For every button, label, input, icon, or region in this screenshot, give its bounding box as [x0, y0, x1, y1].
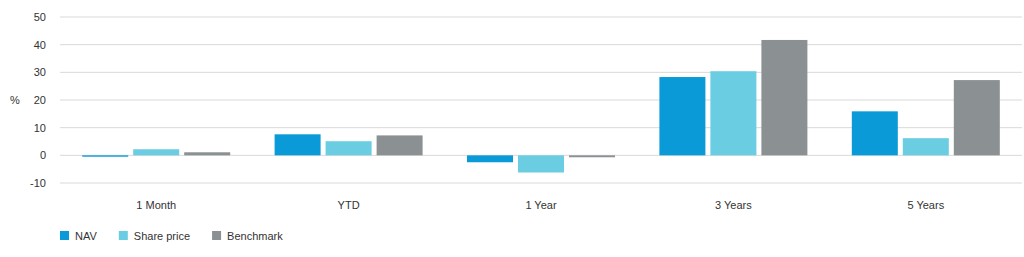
bar [184, 152, 230, 155]
x-tick-label: 1 Month [136, 199, 176, 211]
grid-line [60, 72, 1022, 73]
bar [377, 135, 423, 155]
x-tick-label: 1 Year [525, 199, 557, 211]
x-tick-label: 3 Years [715, 199, 752, 211]
y-tick-label: 30 [34, 66, 46, 78]
bar [82, 155, 128, 156]
y-tick-label: 20 [34, 94, 46, 106]
bar [954, 80, 1000, 155]
y-tick-label: 50 [34, 11, 46, 23]
bar [467, 155, 513, 162]
legend-swatch [60, 231, 69, 240]
bar [326, 141, 372, 155]
y-tick-label: -10 [30, 177, 46, 189]
bars [82, 40, 1000, 173]
y-tick-label: 0 [40, 149, 46, 161]
y-tick-label: 10 [34, 122, 46, 134]
chart: -10 0 10 20 30 40 50% 1 Month YTD 1 Year 3 Years 5 … [0, 0, 1024, 257]
bar [569, 155, 615, 157]
legend-swatch [119, 231, 128, 240]
bar [659, 77, 705, 155]
legend-label: NAV [75, 230, 97, 242]
legend-label: Benchmark [227, 230, 283, 242]
y-axis-label: % [10, 94, 20, 106]
bar [518, 155, 564, 172]
grid-line [60, 183, 1022, 184]
x-tick-label: YTD [338, 199, 360, 211]
bar [761, 40, 807, 155]
grid-line [60, 100, 1022, 101]
legend-label: Share price [134, 230, 190, 242]
bar [710, 71, 756, 155]
y-tick-label: 40 [34, 39, 46, 51]
bar [275, 134, 321, 155]
bar [133, 149, 179, 155]
grid-line [60, 44, 1022, 45]
legend-swatch [212, 231, 221, 240]
bar [903, 138, 949, 155]
x-tick-label: 5 Years [907, 199, 944, 211]
grid-line [60, 17, 1022, 18]
bar [852, 111, 898, 155]
